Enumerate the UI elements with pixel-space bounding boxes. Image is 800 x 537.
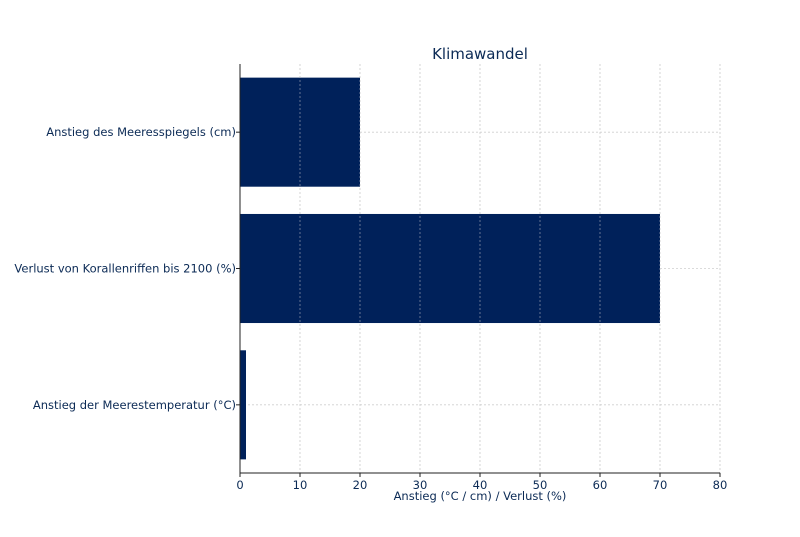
x-axis-label: Anstieg (°C / cm) / Verlust (%) [394,489,567,503]
x-tick-label-1: 10 [293,478,308,492]
x-tick-label-3: 30 [413,478,428,492]
x-tick-labels: 0 10 20 30 40 50 60 70 80 [236,473,727,492]
x-tick-label-5: 50 [533,478,548,492]
x-tick-label-4: 40 [473,478,488,492]
x-tick-label-2: 20 [353,478,368,492]
y-tick-label-1: Verlust von Korallenriffen bis 2100 (%) [14,262,236,276]
x-tick-label-0: 0 [236,478,243,492]
bar-0 [240,350,246,460]
y-tick-label-2: Anstieg des Meeresspiegels (cm) [46,125,236,139]
x-tick-label-7: 70 [653,478,668,492]
y-tick-labels: Anstieg der Meerestemperatur (°C) Verlust… [14,125,240,412]
bars [239,64,721,473]
chart-title: Klimawandel [432,45,528,63]
x-tick-label-6: 60 [593,478,608,492]
x-tick-label-8: 80 [713,478,728,492]
y-tick-label-0: Anstieg der Meerestemperatur (°C) [33,398,236,412]
bar-1 [240,213,660,324]
